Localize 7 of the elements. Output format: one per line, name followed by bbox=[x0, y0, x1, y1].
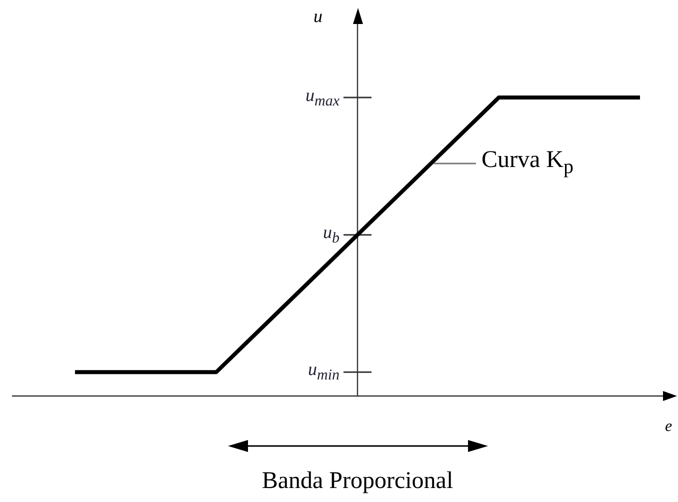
y-axis-title: u bbox=[314, 6, 322, 27]
annotation: Curva K$_{p}$ bbox=[482, 147, 574, 179]
annotation: u$_{min}$ bbox=[308, 359, 340, 385]
annotation: u$_{b}$ bbox=[323, 222, 340, 248]
annotation: u$_{max}$ bbox=[306, 84, 340, 110]
x-axis-title: e bbox=[665, 418, 672, 436]
text: Banda Proporcional bbox=[260, 468, 454, 495]
